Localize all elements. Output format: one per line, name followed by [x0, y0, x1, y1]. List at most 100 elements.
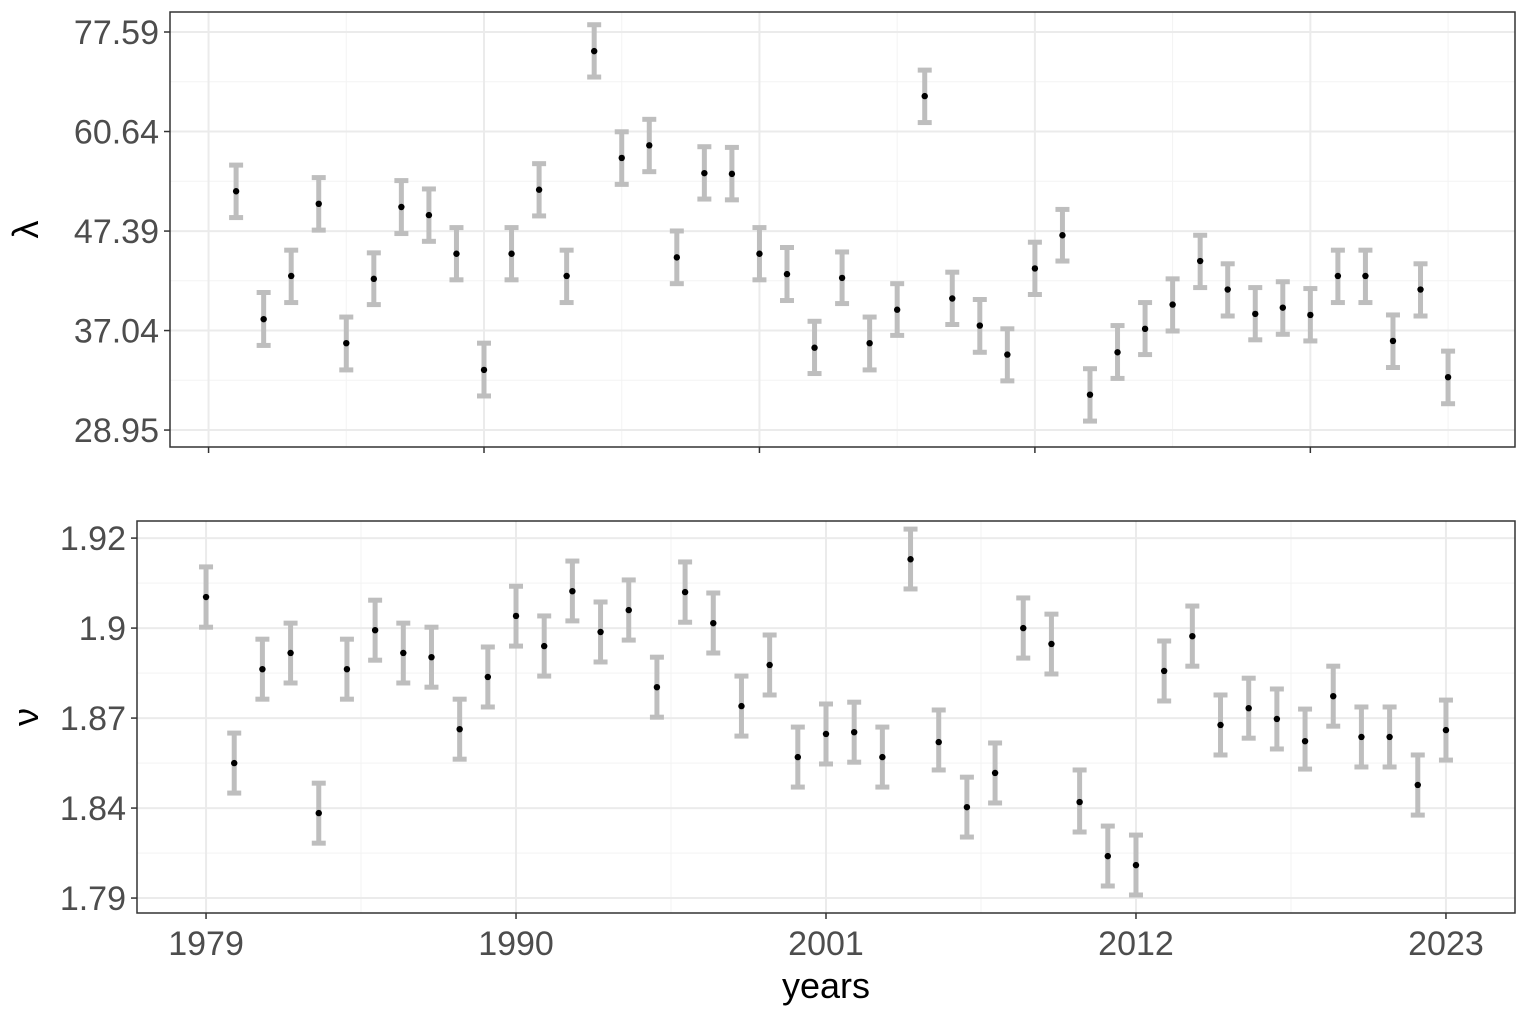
point: [1301, 737, 1309, 745]
point: [673, 254, 681, 261]
point: [710, 619, 717, 627]
x-tick-label: 1979: [168, 925, 244, 963]
point: [1334, 272, 1342, 280]
point: [343, 339, 350, 347]
point: [949, 295, 956, 302]
point: [618, 154, 625, 162]
point: [893, 306, 901, 313]
point: [453, 250, 460, 257]
point: [1245, 704, 1252, 712]
point: [512, 612, 520, 620]
point: [766, 661, 773, 669]
point: [287, 272, 295, 280]
y-tick-label: 60.64: [74, 114, 159, 152]
point: [1358, 733, 1365, 741]
y-tick-label: 1.92: [60, 520, 126, 558]
point: [850, 728, 858, 736]
point: [315, 200, 322, 208]
point: [653, 683, 661, 691]
point: [1307, 311, 1314, 319]
point: [508, 250, 515, 257]
y-tick-label: 1.79: [60, 880, 126, 918]
point: [963, 803, 971, 811]
point: [260, 315, 267, 323]
x-tick-label: 2001: [788, 925, 864, 963]
y-tick-label: 1.87: [60, 700, 126, 738]
point: [343, 665, 351, 673]
point: [400, 649, 407, 657]
point: [370, 275, 378, 283]
point: [287, 649, 294, 657]
point: [398, 203, 405, 211]
point: [1386, 733, 1393, 741]
point: [231, 759, 238, 767]
point: [202, 593, 210, 601]
point: [935, 738, 942, 746]
point: [783, 270, 791, 278]
point: [1442, 726, 1450, 734]
panel-border: [169, 11, 1516, 448]
point: [1020, 624, 1027, 632]
point: [738, 702, 745, 710]
point: [921, 92, 928, 100]
point: [1169, 301, 1176, 308]
point: [681, 588, 689, 596]
point: [1086, 391, 1094, 398]
point: [1217, 721, 1224, 729]
y-tick-label: 28.95: [74, 412, 159, 450]
point: [597, 628, 604, 636]
point: [811, 344, 818, 351]
point: [1330, 692, 1337, 700]
point: [838, 274, 846, 282]
point: [1362, 272, 1369, 280]
point: [456, 725, 463, 733]
x-tick-label: 2023: [1408, 925, 1484, 963]
point: [907, 556, 914, 563]
point: [480, 366, 488, 374]
point: [428, 653, 435, 661]
point: [701, 169, 708, 177]
point: [879, 753, 886, 761]
panel-background: [170, 12, 1515, 447]
point: [1417, 286, 1424, 293]
point: [1414, 781, 1421, 789]
point: [822, 730, 830, 738]
point: [1273, 715, 1281, 723]
x-axis-label: years: [782, 965, 870, 1006]
point: [1389, 337, 1397, 345]
x-tick-label: 2012: [1098, 925, 1174, 963]
point: [563, 272, 570, 280]
point: [425, 211, 433, 219]
point: [1141, 325, 1149, 333]
y-axis-label: ν: [5, 708, 46, 726]
point: [541, 642, 548, 650]
y-tick-label: 1.84: [60, 790, 126, 828]
point: [1076, 798, 1083, 806]
point: [371, 626, 379, 634]
point: [794, 753, 802, 761]
point: [728, 170, 736, 178]
point: [1189, 632, 1196, 640]
point: [569, 587, 576, 595]
point: [315, 809, 322, 817]
y-tick-label: 1.9: [79, 610, 126, 648]
point: [259, 665, 266, 673]
y-tick-label: 47.39: [74, 213, 159, 251]
point: [1279, 304, 1286, 311]
point: [1224, 286, 1231, 293]
point: [1444, 373, 1452, 381]
point: [1048, 640, 1055, 648]
point: [484, 673, 492, 681]
point: [1252, 310, 1259, 318]
point: [1059, 232, 1066, 239]
panel-border: [136, 520, 1516, 914]
y-tick-label: 37.04: [74, 313, 159, 351]
y-tick-label: 77.59: [74, 14, 159, 52]
point: [646, 142, 653, 149]
point: [590, 47, 598, 55]
point: [976, 322, 984, 329]
point: [1160, 667, 1168, 675]
point: [535, 186, 543, 193]
point: [1104, 852, 1111, 860]
